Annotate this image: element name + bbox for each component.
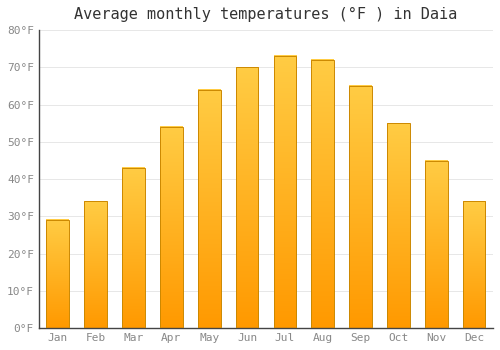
Bar [46, 220, 69, 328]
Bar [122, 168, 145, 328]
Bar [425, 161, 448, 328]
Bar [84, 202, 107, 328]
Bar [349, 86, 372, 328]
Bar [198, 90, 220, 328]
Title: Average monthly temperatures (°F ) in Daia: Average monthly temperatures (°F ) in Da… [74, 7, 458, 22]
Bar [160, 127, 182, 328]
Bar [236, 67, 258, 328]
Bar [312, 60, 334, 328]
Bar [274, 56, 296, 328]
Bar [463, 202, 485, 328]
Bar [387, 123, 410, 328]
